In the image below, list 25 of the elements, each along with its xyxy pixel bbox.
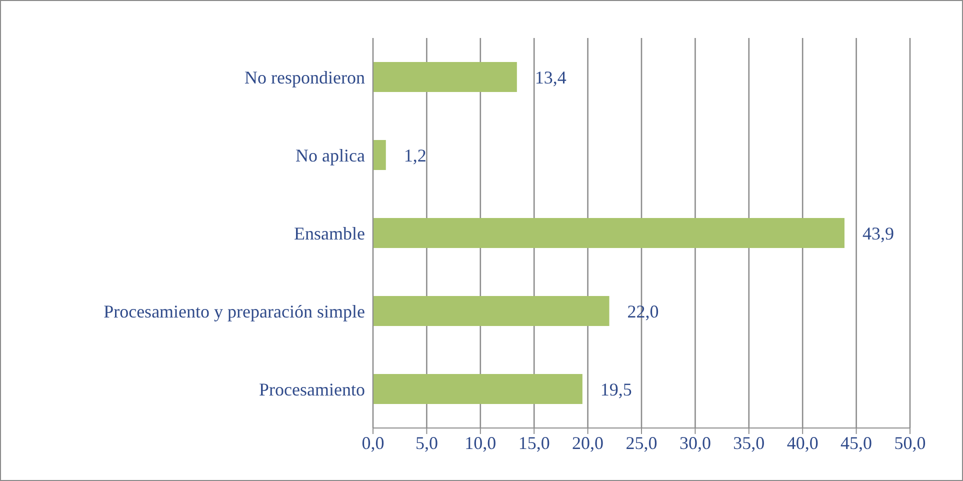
bar	[373, 140, 386, 170]
data-label: 1,2	[404, 145, 426, 166]
bar	[373, 374, 582, 404]
x-tick-label: 20,0	[572, 432, 604, 453]
y-tick-label: No aplica	[296, 145, 366, 166]
x-tick-label: 0,0	[362, 432, 384, 453]
x-tick-label: 5,0	[415, 432, 438, 453]
x-tick-label: 35,0	[733, 432, 765, 453]
y-tick-label: Procesamiento y preparación simple	[104, 301, 365, 322]
x-tick-label: 15,0	[518, 432, 550, 453]
y-tick-label: Procesamiento	[259, 379, 365, 400]
y-tick-label: Ensamble	[294, 223, 366, 244]
x-tick-label: 25,0	[626, 432, 658, 453]
x-tick-label: 10,0	[464, 432, 496, 453]
data-label: 19,5	[600, 379, 632, 400]
x-tick-label: 40,0	[786, 432, 818, 453]
bar	[373, 62, 517, 92]
bar	[373, 218, 844, 248]
data-label: 13,4	[534, 67, 566, 88]
x-tick-label: 30,0	[679, 432, 711, 453]
y-tick-label: No respondieron	[244, 67, 365, 88]
x-tick-label: 50,0	[894, 432, 926, 453]
bar	[373, 296, 610, 326]
data-label: 43,9	[862, 223, 894, 244]
x-tick-label: 45,0	[840, 432, 872, 453]
